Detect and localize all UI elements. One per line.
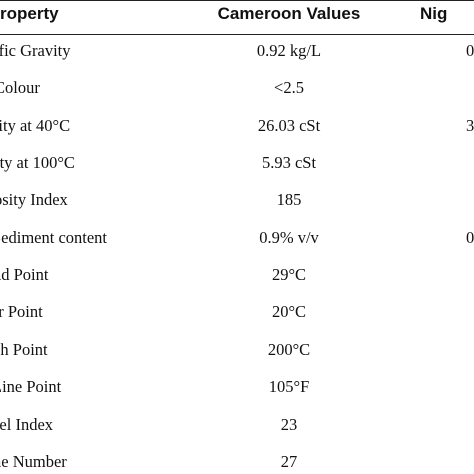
table-row: sel Index 23 — [0, 406, 474, 443]
cell-cameroon-value: 0.92 kg/L — [256, 41, 322, 60]
cell-property: ific Gravity — [0, 41, 71, 60]
cell-nigeria-value: 0 — [466, 227, 474, 247]
table-row: ud Point 29°C — [0, 256, 474, 293]
table-row: Colour <2.5 — [0, 69, 474, 106]
cell-property: ur Point — [0, 302, 43, 322]
header-nigeria-values: Nig — [420, 4, 448, 23]
table-row: Line Point 105°F — [0, 368, 474, 405]
cell-cameroon-value: 200°C — [267, 339, 311, 359]
table-row: sh Point 200°C — [0, 331, 474, 368]
cell-property: ity at 100°C — [0, 153, 75, 173]
table-row: sity at 40°C 26.03 cSt 3 — [0, 107, 474, 144]
cell-cameroon-value: 29°C — [271, 265, 307, 285]
table-row: ur Point 20°C — [0, 293, 474, 330]
cell-nigeria-value: 0 — [466, 41, 474, 60]
cell-property: Colour — [0, 78, 40, 98]
table-header-row: roperty Cameroon Values Nig — [0, 0, 474, 34]
cell-property: ne Number — [0, 451, 67, 471]
cell-property: sh Point — [0, 339, 48, 359]
cell-property: sity at 40°C — [0, 115, 71, 135]
cell-cameroon-value: 185 — [276, 190, 302, 210]
cell-cameroon-value: 20°C — [271, 302, 307, 322]
table-row: ne Number 27 — [0, 443, 474, 474]
cell-cameroon-value: 26.03 cSt — [257, 115, 321, 135]
cell-cameroon-value: 5.93 cSt — [261, 153, 317, 173]
table-row: Sediment content 0.9% v/v 0 — [0, 219, 474, 256]
cell-property: sel Index — [0, 414, 54, 434]
cell-nigeria-value: 3 — [466, 115, 474, 135]
cell-property: Line Point — [0, 377, 62, 397]
cell-property: ud Point — [0, 265, 49, 285]
table-top-rule — [0, 0, 474, 1]
cell-property: Sediment content — [0, 227, 108, 247]
cell-cameroon-value: 23 — [280, 414, 298, 434]
table-header-rule — [0, 34, 474, 35]
cell-cameroon-value: 0.9% v/v — [259, 227, 319, 247]
cell-property: osity Index — [0, 190, 68, 210]
header-property: roperty — [0, 4, 59, 23]
header-cameroon-values: Cameroon Values — [217, 4, 361, 23]
cell-cameroon-value: 105°F — [268, 377, 310, 397]
table-row: ity at 100°C 5.93 cSt — [0, 144, 474, 181]
table-row: ific Gravity 0.92 kg/L 0 — [0, 32, 474, 69]
cell-cameroon-value: <2.5 — [274, 78, 304, 98]
table-row: osity Index 185 — [0, 181, 474, 218]
cell-cameroon-value: 27 — [280, 451, 298, 471]
